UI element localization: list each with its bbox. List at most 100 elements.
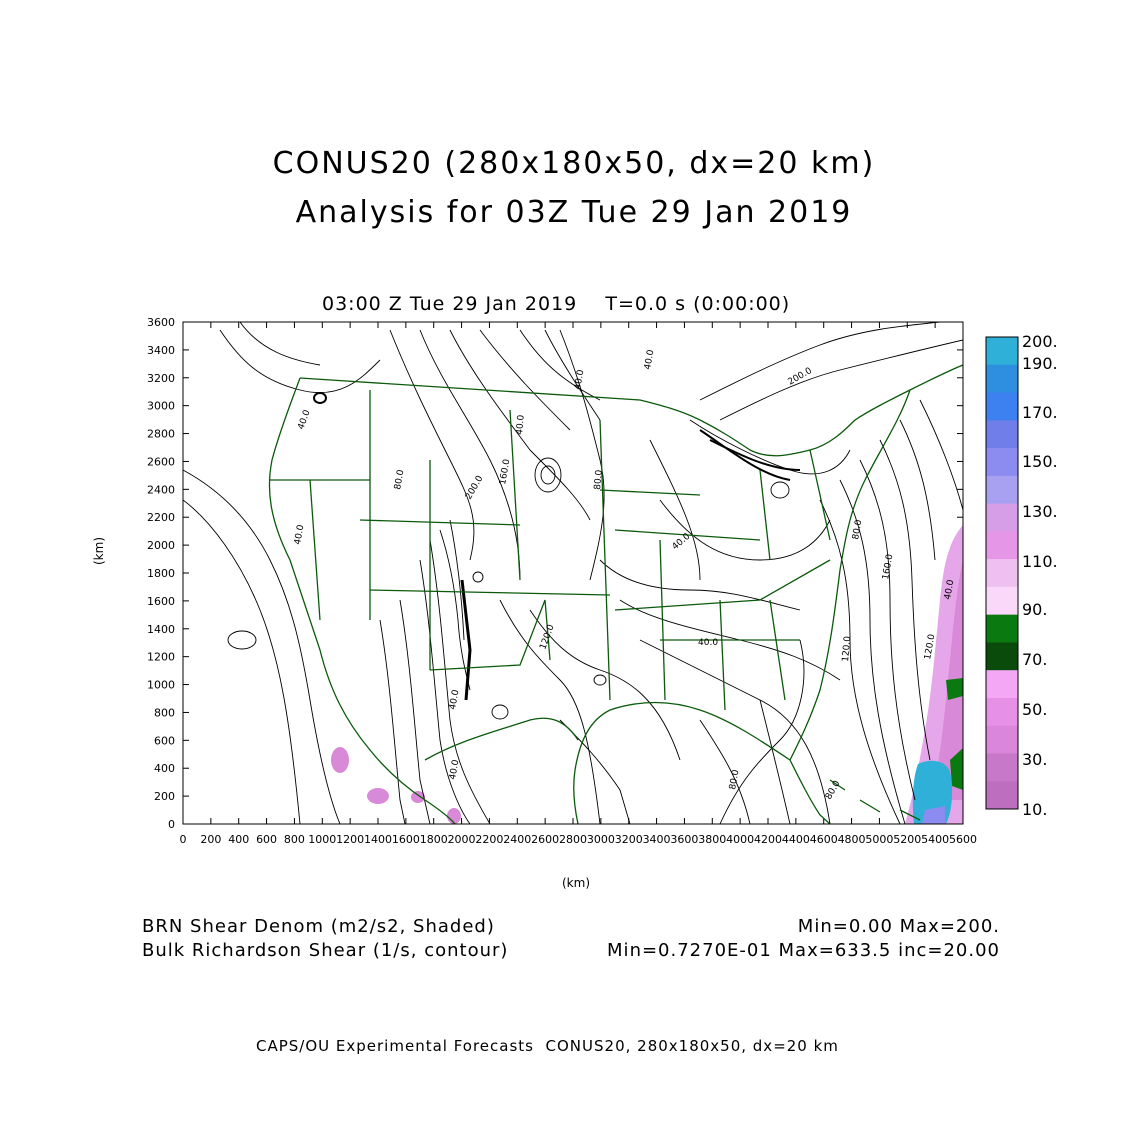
state-line-r — [809, 449, 831, 541]
x-tick-label: 5200 — [893, 833, 921, 846]
colorbar-swatch — [986, 420, 1018, 449]
contour-label: 160.0 — [498, 458, 512, 485]
colorbar-label: 70. — [1022, 650, 1047, 669]
x-tick-label: 5400 — [921, 833, 949, 846]
shade-green-band-2 — [950, 748, 963, 790]
contour-label: 40.0 — [296, 409, 312, 432]
contour-label: 80.0 — [393, 469, 406, 491]
contour-label: 40.0 — [698, 638, 718, 648]
mexico-border — [424, 717, 579, 761]
state-line-i — [614, 529, 761, 541]
shaded-field-stats: Min=0.00 Max=200. — [797, 916, 1000, 937]
colorbar-swatch — [986, 642, 1018, 671]
colorbar-label: 30. — [1022, 750, 1047, 769]
contour-field-label: Bulk Richardson Shear (1/s, contour) — [142, 940, 509, 961]
baja-coast — [424, 799, 456, 824]
map-boundaries — [268, 364, 963, 824]
east-coastline — [789, 389, 911, 761]
shade-purple-core — [922, 806, 945, 824]
x-tick-label: 3600 — [670, 833, 698, 846]
x-axis-unit: (km) — [562, 876, 591, 890]
y-tick-label: 2400 — [147, 483, 175, 496]
y-tick-label: 600 — [154, 734, 175, 747]
canada-border — [299, 377, 701, 421]
shade-pacific-blob-2 — [367, 788, 389, 804]
shade-pacific-blob-3 — [411, 791, 425, 803]
x-tick-label: 3200 — [615, 833, 643, 846]
gulf-coast — [573, 701, 791, 824]
y-tick-label: 1200 — [147, 651, 175, 664]
colorbar-label: 150. — [1022, 452, 1058, 471]
colorbar-swatch — [986, 725, 1018, 754]
contour-field-stats: Min=0.7270E-01 Max=633.5 inc=20.00 — [607, 940, 1000, 961]
colorbar-label: 200. — [1022, 332, 1058, 351]
shade-pacific-blob-4 — [447, 808, 461, 824]
y-tick-label: 200 — [154, 790, 175, 803]
state-line-e — [369, 589, 611, 596]
colorbar-swatch — [986, 475, 1018, 505]
y-tick-label: 1800 — [147, 567, 175, 580]
contour-label: 160.0 — [881, 553, 895, 580]
contour-label: 200.0 — [787, 366, 815, 388]
y-tick-label: 2600 — [147, 455, 175, 468]
colorbar-swatch — [986, 531, 1018, 560]
contour-labels: 40.0 80.0 40.0 40.0 200.0 160.0 80.0 40.0 40.0 12… — [293, 349, 956, 802]
x-tick-label: 400 — [228, 833, 249, 846]
state-line-m — [719, 599, 726, 711]
shade-east-coast-light — [932, 560, 963, 800]
y-tick-label: 800 — [154, 706, 175, 719]
plot-title-line1: CONUS20 (280x180x50, dx=20 km) — [272, 146, 876, 181]
state-line-h — [599, 489, 701, 496]
colorbar-swatch — [986, 614, 1018, 643]
x-tick-label: 0 — [180, 833, 187, 846]
colorbar-swatch — [986, 392, 1018, 421]
x-tick-label: 4800 — [838, 833, 866, 846]
y-tick-label: 3400 — [147, 344, 175, 357]
y-tick-label: 1000 — [147, 679, 175, 692]
colorbar-swatch — [986, 670, 1018, 699]
plot-title-line2: Analysis for 03Z Tue 29 Jan 2019 — [295, 195, 853, 230]
x-tick-label: 4600 — [810, 833, 838, 846]
x-tick-label: 3400 — [643, 833, 671, 846]
colorbar-swatch — [986, 503, 1018, 532]
colorbar-label: 90. — [1022, 600, 1047, 619]
y-tick-label: 2200 — [147, 511, 175, 524]
map-plot: 0 200 400 600 800 1000 1200 1400 1600 1800 2000 220… — [147, 316, 1058, 846]
state-line-n — [769, 599, 786, 701]
shaded-field — [331, 525, 963, 824]
colorbar-swatch — [986, 559, 1018, 588]
bahamas-islands — [829, 779, 921, 821]
x-tick-label: 1200 — [336, 833, 364, 846]
colorbar-label: 110. — [1022, 552, 1058, 571]
x-tick-label: 4200 — [754, 833, 782, 846]
contour-label: 80.0 — [851, 519, 864, 541]
y-tick-label: 400 — [154, 762, 175, 775]
x-tick-label: 3000 — [587, 833, 615, 846]
colorbar-swatch — [986, 753, 1018, 782]
shaded-field-label: BRN Shear Denom (m2/s2, Shaded) — [142, 916, 495, 937]
y-tick-label: 2800 — [147, 428, 175, 441]
y-tick-label: 3000 — [147, 400, 175, 413]
colorbar: 200. 190. 170. 150. 130. 110. 90. 70. 50. 30. 10. — [985, 332, 1058, 819]
x-tick-label: 1000 — [308, 833, 336, 846]
west-coastline — [268, 377, 426, 801]
contour-label: 80.0 — [728, 769, 741, 791]
x-tick-label: 5600 — [949, 833, 977, 846]
x-tick-label: 2800 — [559, 833, 587, 846]
x-tick-label: 2400 — [503, 833, 531, 846]
state-line-c — [509, 409, 521, 581]
colorbar-label: 50. — [1022, 700, 1047, 719]
state-line-f — [429, 599, 551, 671]
x-tick-label: 1400 — [364, 833, 392, 846]
colorbar-frame — [985, 336, 1019, 810]
x-tick-label: 600 — [256, 833, 277, 846]
contour-label: 80.0 — [593, 469, 605, 490]
x-tick-label: 1600 — [392, 833, 420, 846]
colorbar-label: 170. — [1022, 403, 1058, 422]
contour-label: 120.0 — [538, 623, 556, 651]
x-tick-label: 2000 — [448, 833, 476, 846]
colorbar-label: 10. — [1022, 800, 1047, 819]
state-line-p — [309, 479, 321, 621]
state-line-q — [759, 469, 771, 561]
contour-label: 40.0 — [293, 524, 306, 546]
